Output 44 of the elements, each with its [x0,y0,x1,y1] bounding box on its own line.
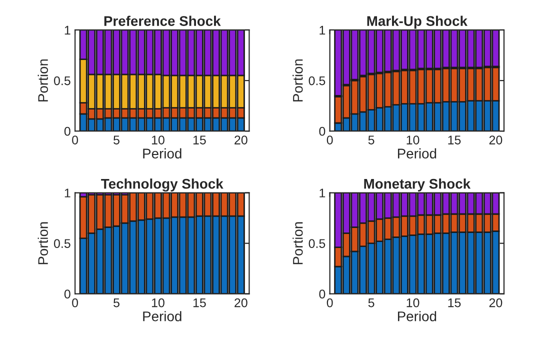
y-tick-label: 0 [64,126,70,136]
y-tick-label: 0 [319,126,326,136]
chart-title: Technology Shock [101,178,224,192]
y-axis-title: Portion [292,222,303,264]
x-tick-label: 5 [114,136,120,144]
y-tick-label: 0.5 [54,239,70,248]
x-axis-title: Period [143,311,182,322]
y-tick-label: 0 [319,290,326,299]
y-tick-label: 1 [320,26,326,35]
y-tick-label: 0.5 [308,239,326,248]
x-tick-label: 5 [368,298,374,308]
y-tick-label: 0.5 [54,76,70,86]
x-tick-label: 20 [489,136,502,144]
x-tick-label: 15 [193,136,206,144]
x-axis-title: Period [143,148,182,159]
x-tick-label: 0 [72,136,78,144]
x-tick-label: 15 [193,298,206,308]
y-tick-label: 1 [64,26,70,35]
x-tick-label: 0 [326,136,333,144]
x-tick-label: 20 [489,298,502,308]
x-tick-label: 20 [234,136,248,144]
x-axis-title: Period [398,311,436,322]
chart-title: Monetary Shock [364,178,471,192]
x-tick-label: 10 [406,298,420,308]
chart-title: Mark-Up Shock [367,16,468,29]
x-tick-label: 10 [406,136,420,144]
y-tick-label: 0.5 [308,76,326,86]
y-tick-label: 1 [320,188,326,198]
y-tick-label: 0 [64,290,70,299]
x-tick-label: 10 [152,298,164,308]
y-axis-title: Portion [38,222,48,264]
x-axis-title: Period [398,148,436,159]
x-tick-label: 5 [368,136,374,144]
x-tick-label: 15 [448,136,461,144]
y-axis-title: Portion [38,59,48,102]
x-tick-label: 20 [234,298,248,308]
x-tick-label: 0 [72,298,78,308]
x-tick-label: 5 [114,298,120,308]
y-tick-label: 1 [64,188,70,198]
chart-title: Preference Shock [104,16,221,26]
x-tick-label: 0 [326,298,333,308]
y-axis-title: Portion [292,59,303,102]
x-tick-label: 15 [448,298,461,308]
x-tick-label: 10 [152,136,164,144]
